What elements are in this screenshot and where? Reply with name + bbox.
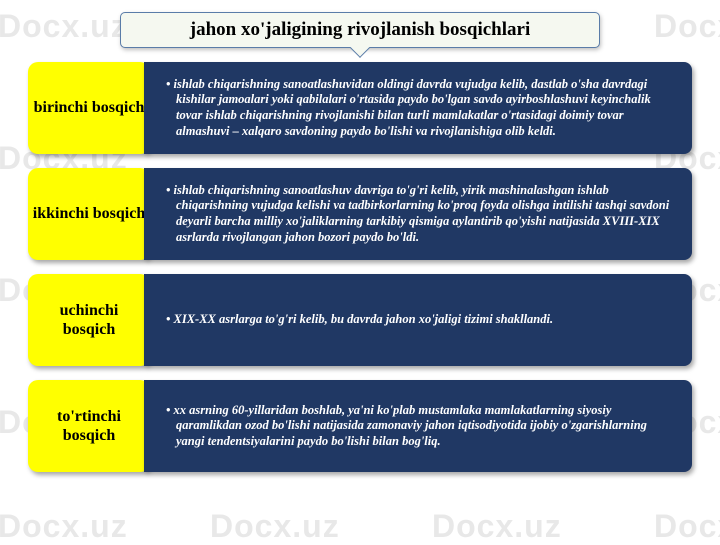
stage-label-text: birinchi bosqich xyxy=(34,98,145,117)
stage-body: ishlab chiqarishning sanoatlashuvidan ol… xyxy=(144,62,692,154)
stage-row: uchinchi bosqich XIX-XX asrlarga to'g'ri … xyxy=(28,274,692,366)
stage-row: ikkinchi bosqich ishlab chiqarishning san… xyxy=(28,168,692,260)
stage-label: to'rtinchi bosqich xyxy=(28,380,150,472)
stage-body: xx asrning 60-yillaridan boshlab, ya'ni … xyxy=(144,380,692,472)
title-notch xyxy=(350,38,370,58)
stage-label: uchinchi bosqich xyxy=(28,274,150,366)
watermark-text: Docx.uz xyxy=(654,508,720,545)
slide-title: jahon xo'jaligining rivojlanish bosqichl… xyxy=(190,19,531,40)
stage-label-text: to'rtinchi bosqich xyxy=(32,407,146,445)
watermark-text: Docx.uz xyxy=(432,508,562,545)
stage-label: ikkinchi bosqich xyxy=(28,168,150,260)
stage-text: ishlab chiqarishning sanoatlashuvidan ol… xyxy=(166,77,678,140)
stage-label: birinchi bosqich xyxy=(28,62,150,154)
watermark-text: Docx.uz xyxy=(210,508,340,545)
stage-text: XIX-XX asrlarga to'g'ri kelib, bu davrda… xyxy=(166,312,553,328)
stage-text: xx asrning 60-yillaridan boshlab, ya'ni … xyxy=(166,403,678,450)
stage-row: to'rtinchi bosqich xx asrning 60-yillarid… xyxy=(28,380,692,472)
title-box: jahon xo'jaligining rivojlanish bosqichl… xyxy=(120,12,600,48)
stage-row: birinchi bosqich ishlab chiqarishning san… xyxy=(28,62,692,154)
slide-content: jahon xo'jaligining rivojlanish bosqichl… xyxy=(0,0,720,484)
stage-body: ishlab chiqarishning sanoatlashuv davrig… xyxy=(144,168,692,260)
stage-body: XIX-XX asrlarga to'g'ri kelib, bu davrda… xyxy=(144,274,692,366)
stage-label-text: ikkinchi bosqich xyxy=(33,204,146,223)
watermark-text: Docx.uz xyxy=(0,508,128,545)
stage-label-text: uchinchi bosqich xyxy=(32,301,146,339)
stage-text: ishlab chiqarishning sanoatlashuv davrig… xyxy=(166,183,678,246)
